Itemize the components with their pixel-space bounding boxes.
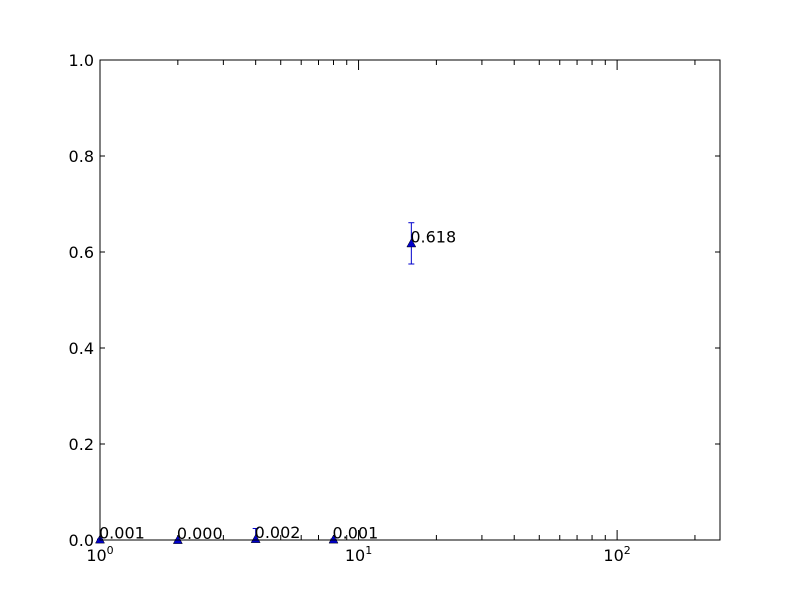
data-point-triangle <box>406 238 417 248</box>
y-tick-label: 0.0 <box>69 531 94 550</box>
y-tick-label: 0.4 <box>69 339 94 358</box>
y-tick-label: 1.0 <box>69 51 94 70</box>
x-tick-exponent: 0 <box>107 544 114 557</box>
plot-frame <box>99 59 721 541</box>
y-tick-label: 0.8 <box>69 147 94 166</box>
data-value-label: 0.618 <box>410 227 456 246</box>
x-tick-exponent: 2 <box>624 544 631 557</box>
x-tick-base: 10 <box>603 546 623 565</box>
data-value-label: 0.000 <box>177 524 223 543</box>
x-tick-label: 100 <box>86 544 113 565</box>
x-tick-exponent: 1 <box>365 544 372 557</box>
data-point-triangle <box>250 534 261 543</box>
plot-area <box>100 60 720 540</box>
series: 0.001 0.000 0.002 0.001 0.618 <box>95 222 456 544</box>
x-tick-labels: 100 101 102 <box>86 544 630 565</box>
data-point-triangle <box>328 534 339 544</box>
data-value-label: 0.002 <box>255 523 301 542</box>
y-tick-label: 0.2 <box>69 435 94 454</box>
y-tick-labels: 0.0 0.2 0.4 0.6 0.8 1.0 <box>69 51 94 550</box>
y-tick-label: 0.6 <box>69 243 94 262</box>
data-value-label: 0.001 <box>99 524 145 543</box>
x-tick-label: 101 <box>345 544 372 565</box>
data-value-label: 0.001 <box>332 524 378 543</box>
x-tick-base: 10 <box>345 546 365 565</box>
x-tick-label: 102 <box>603 544 630 565</box>
x-tick-base: 10 <box>86 546 106 565</box>
